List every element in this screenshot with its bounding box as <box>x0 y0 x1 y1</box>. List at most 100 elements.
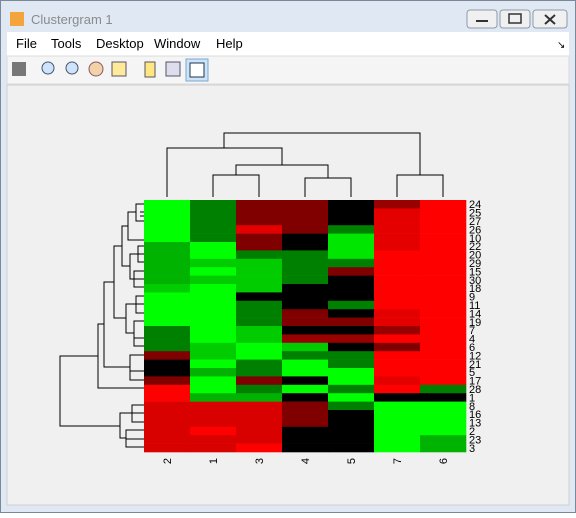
heatmap-cell <box>374 393 421 402</box>
heatmap-cell <box>144 200 191 209</box>
heatmap-cell <box>236 300 283 310</box>
heatmap-cell <box>328 359 375 369</box>
heatmap-cell <box>190 284 237 293</box>
row-label: 20 <box>469 250 481 262</box>
datacursor-button[interactable] <box>111 61 127 77</box>
heatmap-cell <box>144 292 191 302</box>
heatmap-cell <box>190 418 237 428</box>
heatmap-cell <box>236 393 283 402</box>
heatmap-cell <box>190 384 237 394</box>
column-dendrogram <box>166 132 444 197</box>
zoom-in-button[interactable] <box>41 61 55 75</box>
row-label: 27 <box>469 216 481 228</box>
row-label: 25 <box>469 208 481 220</box>
column-label: 5 <box>346 458 358 464</box>
colorbar-button[interactable] <box>144 61 156 78</box>
heatmap-cell <box>420 443 467 453</box>
heatmap-cell <box>236 292 283 302</box>
menu-dock-arrow[interactable]: ↘ <box>557 40 565 51</box>
heatmap-cell <box>236 284 283 293</box>
heatmap-cell <box>282 418 329 428</box>
heatmap-cell <box>236 216 283 226</box>
heatmap-cell <box>144 275 191 285</box>
row-label: 3 <box>469 443 475 455</box>
heatmap-cell <box>236 351 283 360</box>
heatmap-cell <box>328 258 375 268</box>
heatmap-cell <box>144 242 191 251</box>
maximize-button[interactable] <box>499 9 531 29</box>
heatmap-cell <box>282 359 329 369</box>
heatmap-cell <box>236 242 283 251</box>
heatmap-cell <box>144 418 191 428</box>
menu-item[interactable]: File <box>16 36 37 51</box>
heatmap-cell <box>328 435 375 444</box>
row-label: 14 <box>469 308 481 320</box>
heatmap-cell <box>420 267 467 276</box>
heatmap-cell <box>374 216 421 226</box>
maximize-glyph <box>508 13 522 24</box>
row-label: 9 <box>469 292 475 304</box>
pan-button[interactable] <box>88 61 104 77</box>
menu-item[interactable]: Window <box>154 36 201 51</box>
row-label: 19 <box>469 317 481 329</box>
heatmap-cell <box>144 401 191 411</box>
row-label: 17 <box>469 376 481 388</box>
heatmap-cell <box>328 418 375 428</box>
heatmap-cell <box>236 326 283 335</box>
menu-item[interactable]: Desktop <box>96 36 144 51</box>
heatmap-cell <box>374 410 421 419</box>
heatmap-cell <box>420 208 467 218</box>
heatmap-cell <box>144 208 191 218</box>
heatmap-cell <box>190 376 237 386</box>
heatmap-cell <box>420 258 467 268</box>
heatmap-cell <box>374 368 421 377</box>
heatmap-cell <box>282 267 329 276</box>
heatmap-cell <box>144 384 191 394</box>
heatmap-cell <box>190 275 237 285</box>
menu-bar <box>7 32 569 56</box>
heatmap-cell <box>282 393 329 402</box>
heatmap-cell <box>374 342 421 352</box>
heatmap-cell <box>144 300 191 310</box>
zoom-out-button[interactable] <box>65 61 79 75</box>
heatmap-cell <box>282 300 329 310</box>
heatmap-cell <box>282 200 329 209</box>
row-label: 1 <box>469 392 475 404</box>
heatmap-cell <box>144 426 191 436</box>
heatmap-cell <box>190 426 237 436</box>
heatmap-cell <box>420 225 467 234</box>
minimize-button[interactable] <box>466 9 498 29</box>
heatmap-cell <box>420 317 467 327</box>
heatmap-cell <box>420 292 467 302</box>
dendrogram-button[interactable] <box>165 61 181 77</box>
heatmap-cell <box>374 200 421 209</box>
heatmap-cell <box>144 258 191 268</box>
heatmap-cell <box>282 334 329 344</box>
row-label: 30 <box>469 275 481 287</box>
heatmap-cell <box>236 225 283 234</box>
menu-item[interactable]: Tools <box>51 36 82 51</box>
row-label: 26 <box>469 224 481 236</box>
row-label: 16 <box>469 409 481 421</box>
window-title: Clustergram 1 <box>31 12 113 27</box>
heatmap-cell <box>420 200 467 209</box>
heatmap-cell <box>236 275 283 285</box>
heatmap-cell <box>328 300 375 310</box>
heatmap-cell <box>374 326 421 335</box>
heatmap-cell <box>420 275 467 285</box>
heatmap-cell <box>190 342 237 352</box>
heatmap-cell <box>190 208 237 218</box>
heatmap-cell <box>374 426 421 436</box>
heatmap-cell <box>236 208 283 218</box>
heatmap-cell <box>420 359 467 369</box>
heatmap-cell <box>420 334 467 344</box>
heatmap-cell <box>190 326 237 335</box>
heatmap-cell <box>282 351 329 360</box>
heatmap-cell <box>282 275 329 285</box>
menu-item[interactable]: Help <box>216 36 243 51</box>
heatmap-cell <box>374 435 421 444</box>
heatmap-cell <box>328 292 375 302</box>
heatmap-cell <box>420 351 467 360</box>
print-button[interactable] <box>12 62 26 76</box>
heatmap-cell <box>190 368 237 377</box>
